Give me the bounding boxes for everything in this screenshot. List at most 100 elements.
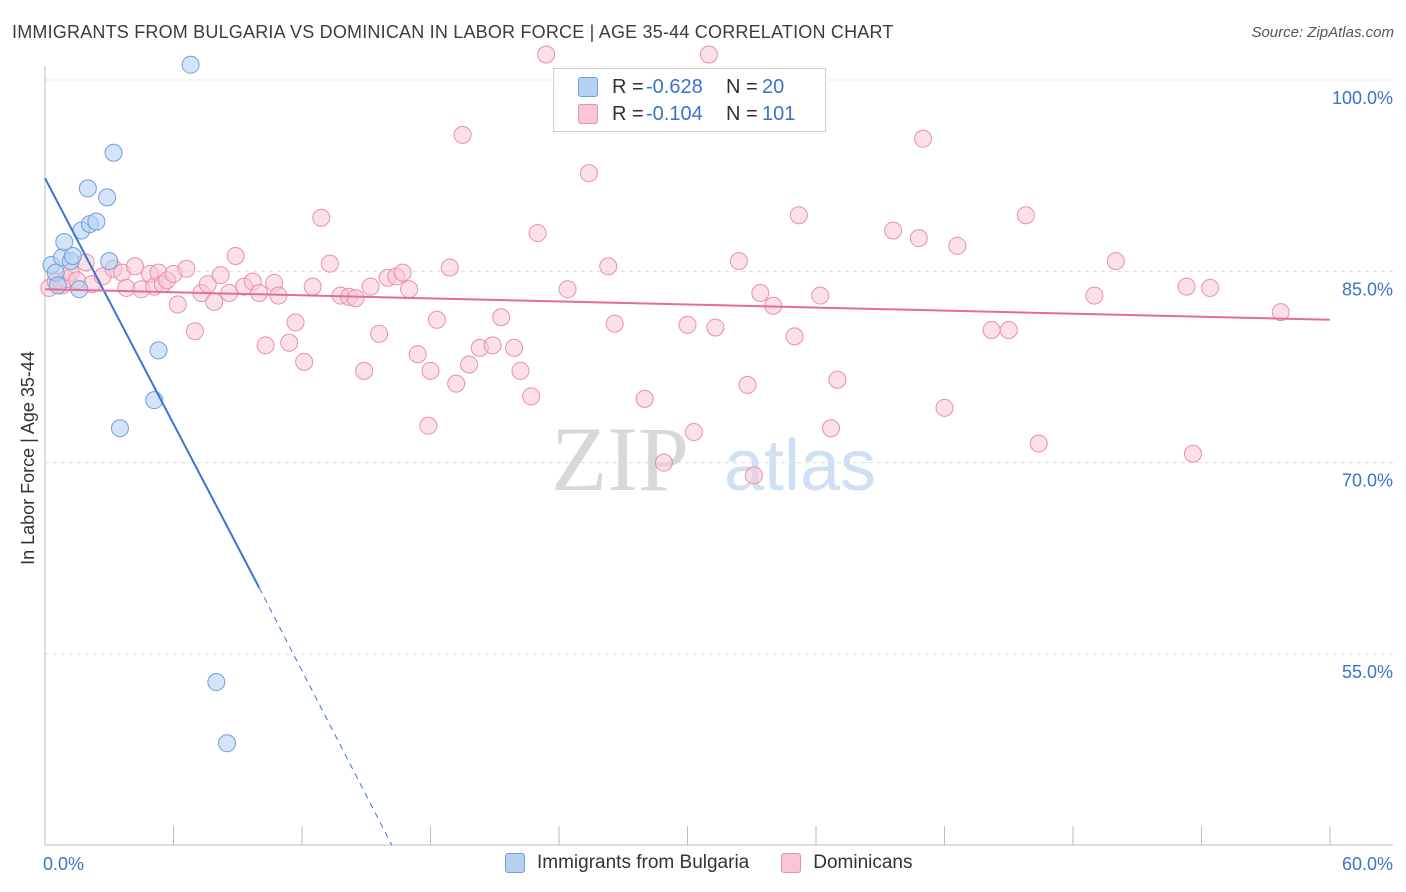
dominican-point <box>447 374 466 393</box>
dominican-point <box>751 284 770 303</box>
bulgaria-point <box>149 341 168 360</box>
bulgaria-trend-extension <box>258 587 393 846</box>
dominican-point <box>370 324 389 343</box>
dominican-point <box>999 321 1018 340</box>
legend-n-label: N = <box>726 75 758 98</box>
dominican-point <box>492 308 511 327</box>
bulgaria-point <box>181 55 200 74</box>
stats-legend: R = -0.628 N = 20 R = -0.104 N = 101 <box>553 68 826 132</box>
bulgaria-points <box>42 55 237 753</box>
watermark-atlas: atlas <box>724 426 876 506</box>
legend-n-value: 101 <box>762 102 796 125</box>
legend-swatch-bulgaria <box>505 853 525 873</box>
dominican-point <box>1106 252 1125 271</box>
dominican-point <box>528 224 547 243</box>
dominican-point <box>1177 277 1196 296</box>
legend-r-value: -0.104 <box>646 102 703 125</box>
bulgaria-trend-line <box>44 177 261 589</box>
dominican-point <box>522 387 541 406</box>
dominican-point <box>286 313 305 332</box>
dominican-point <box>579 164 598 183</box>
dominican-point <box>361 277 380 296</box>
dominican-point <box>393 263 412 282</box>
dominican-point <box>505 338 524 357</box>
dominican-point <box>605 314 624 333</box>
x-tick-label: 0.0% <box>43 854 84 874</box>
legend-label-bulgaria: Immigrants from Bulgaria <box>537 852 750 873</box>
series-legend: Immigrants from Bulgaria Dominicans <box>505 852 945 874</box>
dominican-point <box>168 295 187 314</box>
dominican-point <box>256 336 275 355</box>
bulgaria-point <box>63 247 82 266</box>
y-tick-label: 70.0% <box>1342 471 1393 491</box>
dominican-point <box>729 252 748 271</box>
dominican-point <box>1201 278 1220 297</box>
legend-label-dominicans: Dominicans <box>813 852 913 873</box>
trend-lines <box>44 177 1331 846</box>
dominican-point <box>427 310 446 329</box>
dominican-point <box>785 327 804 346</box>
dominican-point <box>935 398 954 417</box>
dominican-point <box>744 466 763 485</box>
dominican-point <box>948 236 967 255</box>
dominican-point <box>706 318 725 337</box>
dominican-point <box>635 389 654 408</box>
dominican-point <box>909 229 928 248</box>
legend-item-dominicans[interactable]: Dominicans <box>781 852 913 874</box>
dominican-point <box>419 416 438 435</box>
dominican-point <box>177 259 196 278</box>
dominican-point <box>440 258 459 277</box>
legend-item-bulgaria[interactable]: Immigrants from Bulgaria <box>505 852 749 874</box>
legend-swatch-dominicans <box>781 853 802 873</box>
bulgaria-point <box>100 252 119 271</box>
dominican-point <box>684 423 703 442</box>
bulgaria-point <box>110 419 129 438</box>
legend-r-label: R = <box>612 75 644 98</box>
legend-n-value: 20 <box>762 75 785 98</box>
bulgaria-point <box>218 734 237 753</box>
legend-r-value: -0.628 <box>646 75 703 98</box>
dominican-point <box>1183 444 1202 463</box>
grid-layer <box>45 79 1393 655</box>
dominican-point <box>558 280 577 299</box>
dominican-point <box>699 45 718 64</box>
dominican-point <box>453 125 472 144</box>
dominican-point <box>211 266 230 285</box>
dominican-point <box>205 292 224 311</box>
dominican-point <box>1016 206 1035 225</box>
dominican-point <box>400 280 419 299</box>
dominican-point <box>295 352 314 371</box>
dominican-point <box>226 247 245 266</box>
y-tick-label: 55.0% <box>1342 662 1393 682</box>
legend-swatch-bulgaria <box>578 77 598 97</box>
axes-layer <box>44 66 1393 846</box>
y-tick-label: 100.0% <box>1332 88 1393 108</box>
dominican-trend-line <box>44 288 1331 321</box>
legend-row-bulgaria: R = -0.628 N = 20 <box>578 75 784 99</box>
bulgaria-point <box>207 673 226 692</box>
dominican-point <box>1029 434 1048 453</box>
bulgaria-point <box>55 232 74 251</box>
dominican-point <box>821 419 840 438</box>
y-axis-label: In Labor Force | Age 35-44 <box>18 351 38 565</box>
bulgaria-point <box>98 188 117 207</box>
dominican-point <box>537 45 556 64</box>
dominican-point <box>408 345 427 364</box>
chart-title: IMMIGRANTS FROM BULGARIA VS DOMINICAN IN… <box>12 22 894 42</box>
bulgaria-point <box>48 276 67 295</box>
dominican-point <box>914 129 933 148</box>
dominican-point <box>599 257 618 276</box>
legend-r-label: R = <box>612 102 644 125</box>
dominican-point <box>280 333 299 352</box>
dominican-point <box>303 277 322 296</box>
dominican-point <box>483 336 502 355</box>
dominican-point <box>421 361 440 380</box>
x-tick-label: 60.0% <box>1342 854 1393 874</box>
y-tick-label: 85.0% <box>1342 279 1393 299</box>
tick-labels: 100.0% 85.0% 70.0% 55.0% 0.0% 60.0% <box>43 88 1393 874</box>
dominican-point <box>654 453 673 472</box>
legend-swatch-dominicans <box>578 104 598 124</box>
dominican-point <box>117 278 136 297</box>
dominican-point <box>811 286 830 305</box>
